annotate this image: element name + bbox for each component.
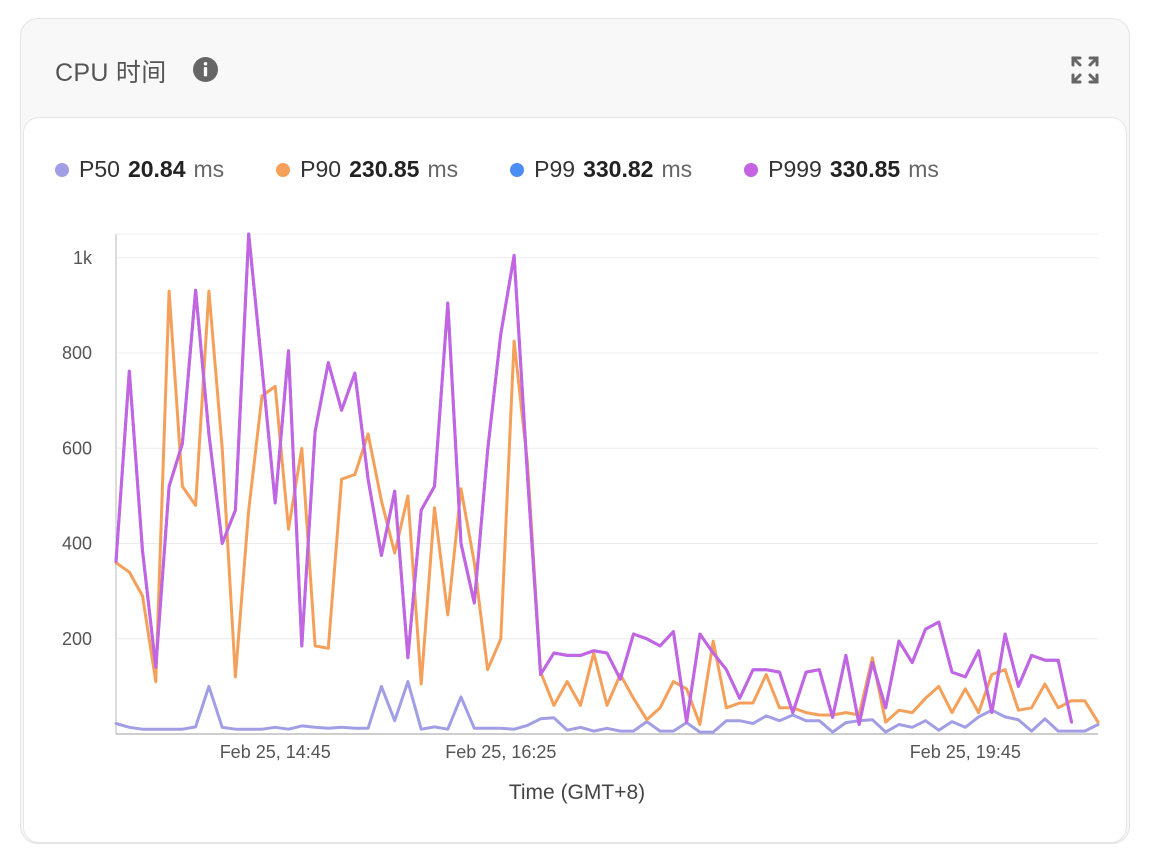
legend-unit: ms — [427, 156, 459, 182]
legend-name: P99 — [534, 156, 576, 182]
legend-unit: ms — [908, 156, 939, 182]
series-line-p90 — [114, 289, 1100, 726]
series-line-p999 — [114, 232, 1073, 726]
legend-name: P50 — [79, 156, 120, 182]
legend-name: P999 — [768, 156, 822, 182]
info-icon[interactable] — [193, 57, 218, 82]
legend-name: P90 — [300, 156, 342, 182]
legend-dot-p90 — [276, 162, 291, 177]
x-tick-label: Feb 25, 16:25 — [445, 742, 556, 762]
panel-title: CPU 时间 — [55, 59, 167, 87]
legend-item-p90[interactable]: P90 230.85 ms — [276, 156, 458, 183]
legend-item-p999[interactable]: P999 330.85 ms — [744, 156, 939, 183]
legend-dot-p99 — [510, 162, 525, 177]
legend-dot-p999 — [744, 162, 759, 177]
line-chart[interactable]: 200 400 600 800 1k Feb 25, 14:45 Feb 25, 16:25… — [24, 118, 1124, 840]
chart-legend: P50 20.84 ms P90 230.85 ms P99 330.82 ms… — [55, 156, 991, 183]
y-tick-label: 400 — [62, 534, 92, 554]
legend-item-p50[interactable]: P50 20.84 ms — [55, 156, 224, 183]
legend-value: 330.82 — [583, 156, 654, 182]
y-tick-label: 200 — [62, 629, 92, 649]
fullscreen-expand-icon[interactable] — [1070, 55, 1100, 85]
x-axis-title: Time (GMT+8) — [509, 781, 645, 804]
legend-value: 20.84 — [127, 156, 186, 182]
panel-header: CPU 时间 — [21, 19, 1129, 119]
legend-unit: ms — [193, 156, 225, 182]
legend-value: 230.85 — [349, 156, 420, 182]
series-line-p50 — [114, 680, 1100, 734]
y-tick-label: 600 — [62, 438, 92, 458]
legend-item-p99[interactable]: P99 330.82 ms — [510, 156, 692, 183]
legend-dot-p50 — [55, 162, 69, 177]
chart-container: P50 20.84 ms P90 230.85 ms P99 330.82 ms… — [23, 117, 1127, 843]
y-tick-label: 800 — [62, 343, 92, 363]
x-tick-label: Feb 25, 14:45 — [220, 742, 331, 762]
x-tick-label: Feb 25, 19:45 — [910, 742, 1021, 762]
legend-unit: ms — [661, 156, 693, 182]
legend-value: 330.85 — [829, 156, 901, 182]
y-tick-label: 1k — [73, 248, 93, 268]
cpu-time-panel: CPU 时间 P50 20.84 ms P90 — [20, 18, 1130, 844]
